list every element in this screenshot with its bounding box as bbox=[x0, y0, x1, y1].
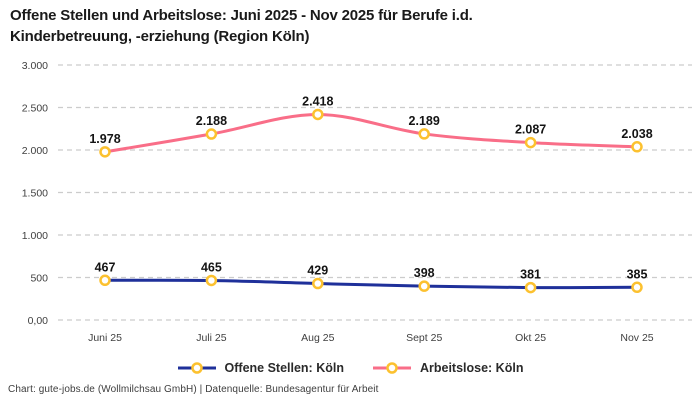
data-point-marker-offene-stellen-k-ln[interactable] bbox=[205, 274, 218, 287]
data-point-label: 467 bbox=[95, 260, 116, 274]
data-point-label: 381 bbox=[520, 268, 541, 282]
data-point-label: 2.418 bbox=[302, 94, 333, 108]
y-tick-label: 3.000 bbox=[22, 60, 48, 72]
data-point-label: 2.038 bbox=[621, 127, 652, 141]
series-line-offene-stellen-k-ln bbox=[103, 278, 639, 290]
data-point-marker-arbeitslose-k-ln[interactable] bbox=[524, 136, 537, 149]
data-point-marker-arbeitslose-k-ln[interactable] bbox=[312, 108, 324, 121]
data-point-marker-arbeitslose-k-ln[interactable] bbox=[205, 128, 218, 140]
data-point-label: 465 bbox=[201, 260, 222, 274]
x-tick-label: Juni 25 bbox=[88, 332, 122, 344]
data-point-marker-arbeitslose-k-ln[interactable] bbox=[418, 128, 430, 140]
legend-item-offene-stellen[interactable]: Offene Stellen: Köln bbox=[177, 361, 344, 375]
data-point-marker-arbeitslose-k-ln[interactable] bbox=[99, 146, 111, 158]
data-point-marker-offene-stellen-k-ln[interactable] bbox=[99, 274, 111, 287]
data-point-label: 1.978 bbox=[89, 132, 120, 146]
legend-line-marker-icon bbox=[372, 362, 411, 374]
data-point-marker-offene-stellen-k-ln[interactable] bbox=[524, 281, 537, 294]
y-tick-label: 1.000 bbox=[22, 230, 48, 242]
y-tick-label: 1.500 bbox=[22, 188, 48, 200]
series-line-arbeitslose-k-ln bbox=[103, 112, 639, 154]
data-point-label: 385 bbox=[627, 267, 648, 281]
data-point-label: 2.188 bbox=[196, 114, 227, 128]
x-tick-label: Nov 25 bbox=[620, 332, 653, 344]
x-tick-label: Aug 25 bbox=[301, 332, 334, 344]
line-chart-plot-area: 0,00 500 1.000 1.500 2.000 2.500 3.000 Juni 25 J… bbox=[22, 60, 692, 344]
data-point-marker-arbeitslose-k-ln[interactable] bbox=[631, 141, 643, 153]
x-tick-label: Okt 25 bbox=[515, 332, 546, 344]
x-tick-label: Juli 25 bbox=[196, 332, 227, 344]
y-tick-label: 2.000 bbox=[22, 145, 48, 157]
legend-item-arbeitslose[interactable]: Arbeitslose: Köln bbox=[372, 361, 524, 375]
y-tick-label: 500 bbox=[30, 273, 48, 285]
data-point-label: 429 bbox=[307, 264, 328, 278]
data-point-marker-offene-stellen-k-ln[interactable] bbox=[312, 277, 324, 290]
data-point-marker-offene-stellen-k-ln[interactable] bbox=[418, 280, 430, 292]
attribution-text: Chart: gute-jobs.de (Wollmilchsau GmbH) … bbox=[8, 384, 379, 395]
legend-label-arbeitslose: Arbeitslose: Köln bbox=[419, 361, 524, 375]
data-point-label: 2.087 bbox=[515, 123, 546, 137]
data-point-label: 398 bbox=[414, 266, 435, 280]
legend: Offene Stellen: Köln Arbeitslose: Köln bbox=[0, 361, 700, 375]
data-point-marker-offene-stellen-k-ln[interactable] bbox=[631, 281, 643, 294]
legend-label-offene-stellen: Offene Stellen: Köln bbox=[224, 361, 344, 375]
data-point-label: 2.189 bbox=[409, 114, 440, 128]
legend-line-marker-icon bbox=[177, 362, 216, 374]
x-tick-label: Sept 25 bbox=[406, 332, 442, 344]
y-tick-label: 2.500 bbox=[22, 103, 48, 115]
y-tick-label: 0,00 bbox=[28, 315, 49, 327]
chart-title: Offene Stellen und Arbeitslose: Juni 202… bbox=[10, 7, 473, 45]
